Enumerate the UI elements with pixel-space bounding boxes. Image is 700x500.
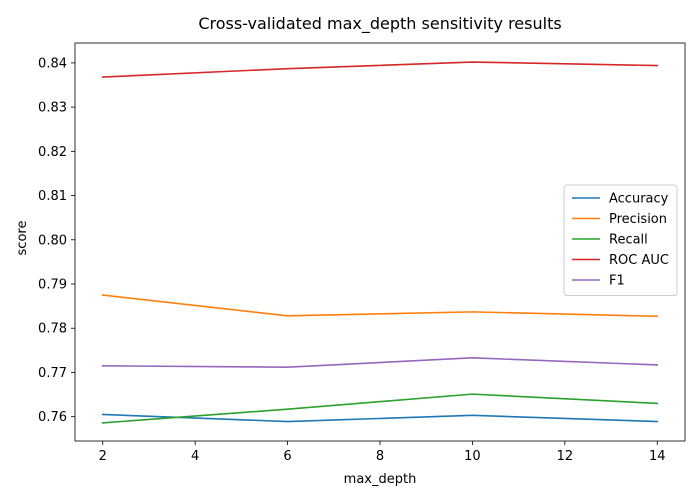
series-line-precision bbox=[101, 294, 659, 318]
legend-label: Accuracy bbox=[609, 192, 669, 207]
legend-box bbox=[563, 184, 678, 296]
legend-label: Recall bbox=[609, 233, 648, 248]
y-tick-label: 0.76 bbox=[38, 410, 67, 425]
series-line-roc-auc bbox=[101, 61, 659, 78]
x-axis-title: max_depth bbox=[344, 472, 417, 487]
series-line-accuracy bbox=[101, 413, 659, 423]
y-tick-label: 0.84 bbox=[38, 56, 67, 71]
plot-area: 2 4 6 8 10 12 14 0.76 0.77 0.78 0.79 0.80 0.81 0.82 0.… bbox=[38, 42, 686, 464]
x-tick-label: 10 bbox=[464, 449, 481, 464]
legend: Accuracy Precision Recall ROC AUC F1 bbox=[563, 184, 678, 296]
y-tick-label: 0.77 bbox=[38, 366, 67, 381]
x-tick-label: 6 bbox=[283, 449, 291, 464]
legend-label: F1 bbox=[609, 274, 625, 289]
y-tick-label: 0.82 bbox=[38, 145, 67, 160]
series-line-recall bbox=[101, 393, 659, 424]
chart-title: Cross-validated max_depth sensitivity re… bbox=[198, 14, 561, 34]
y-tick-label: 0.81 bbox=[38, 189, 67, 204]
legend-label: ROC AUC bbox=[609, 253, 669, 268]
y-tick-label: 0.79 bbox=[38, 278, 67, 293]
y-axis-title: score bbox=[15, 221, 30, 256]
y-tick-label: 0.80 bbox=[38, 233, 67, 248]
x-tick-label: 8 bbox=[376, 449, 384, 464]
x-tick-label: 12 bbox=[557, 449, 574, 464]
x-tick-label: 2 bbox=[99, 449, 107, 464]
y-tick-label: 0.83 bbox=[38, 101, 67, 116]
x-tick-label: 14 bbox=[649, 449, 666, 464]
y-tick-label: 0.78 bbox=[38, 322, 67, 337]
legend-label: Precision bbox=[609, 212, 667, 227]
x-tick-label: 4 bbox=[191, 449, 199, 464]
series-line-f1 bbox=[101, 357, 659, 368]
